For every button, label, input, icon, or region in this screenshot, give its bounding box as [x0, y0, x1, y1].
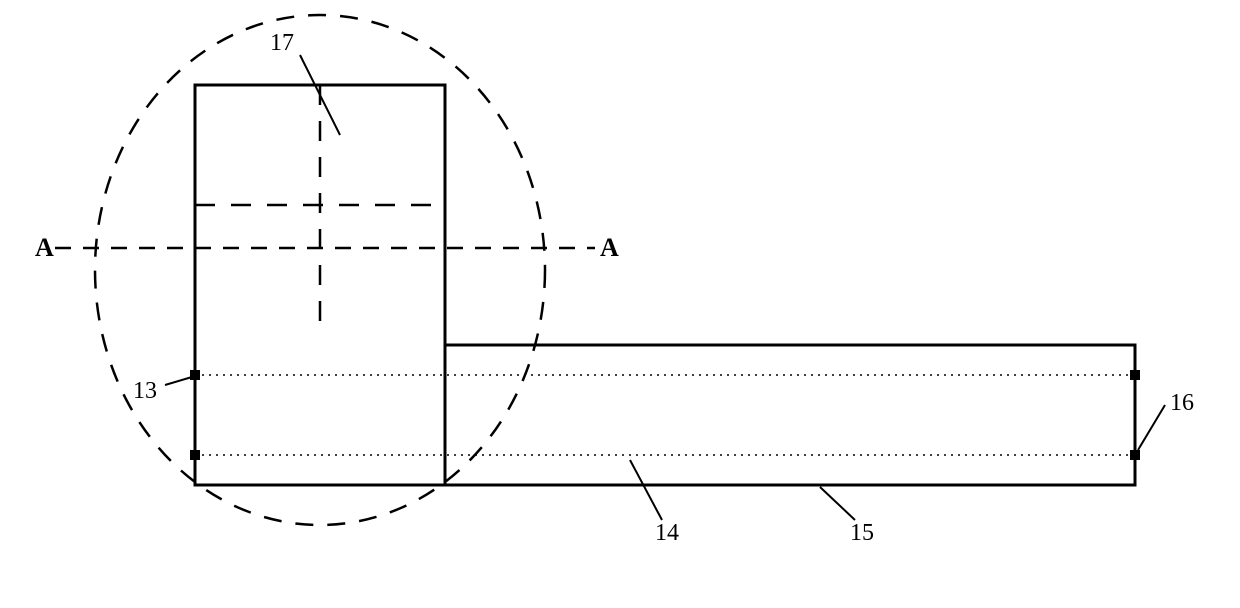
label-A_right: A — [600, 233, 619, 263]
label-n15: 15 — [850, 520, 874, 547]
end-marker — [1130, 450, 1140, 460]
label-n14: 14 — [655, 520, 679, 547]
end-marker — [190, 370, 200, 380]
leader-l16 — [1138, 405, 1165, 450]
label-n17: 17 — [270, 30, 294, 57]
end-marker — [1130, 370, 1140, 380]
leader-l13 — [165, 377, 192, 385]
label-n13: 13 — [133, 378, 157, 405]
leader-l15 — [820, 487, 855, 520]
label-A_left: A — [35, 233, 54, 263]
horizontal-block — [445, 345, 1135, 485]
leader-l14 — [630, 460, 662, 520]
end-marker — [190, 450, 200, 460]
label-n16: 16 — [1170, 390, 1194, 417]
